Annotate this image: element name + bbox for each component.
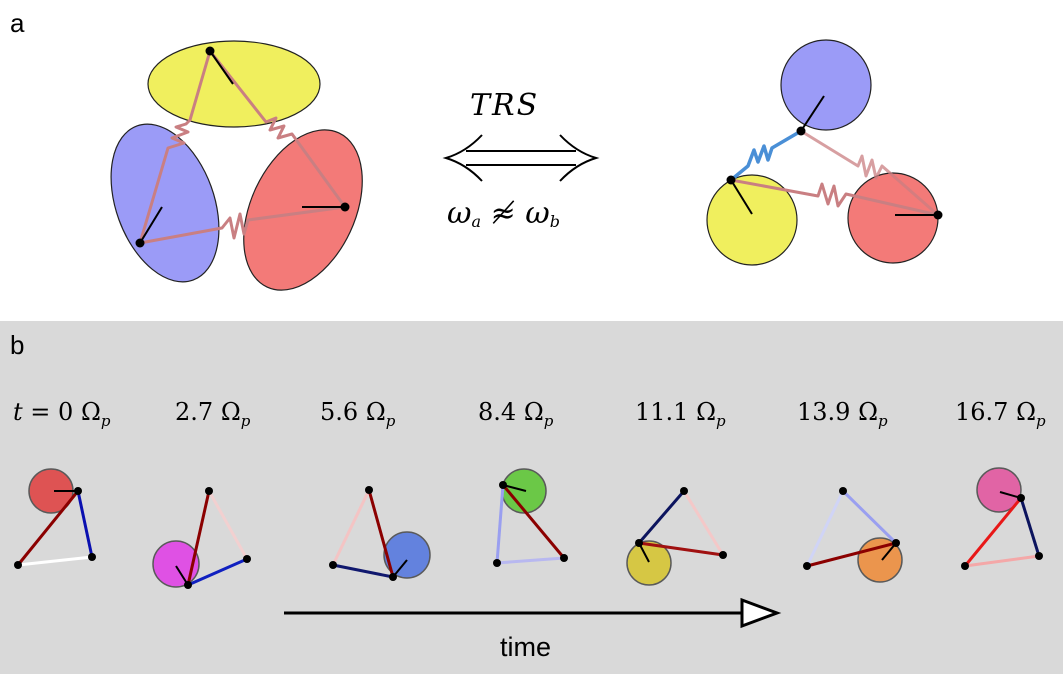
freq-a-subscript: a — [471, 212, 482, 231]
left-nodes — [135, 46, 350, 248]
snapshot-highlight-circle — [626, 540, 672, 586]
spring-yellow-red — [208, 50, 347, 208]
right-nodes — [726, 126, 943, 220]
trs-label: TRS — [470, 88, 540, 123]
red-circle — [847, 172, 939, 264]
time-label-3: 5.6 Ωp — [320, 398, 396, 430]
time-axis-label: time — [500, 632, 552, 662]
right-director-lines — [730, 95, 938, 216]
snapshot-3 — [329, 486, 431, 581]
left-molecule — [110, 40, 363, 291]
left-director-lines — [139, 50, 345, 244]
left-springs — [138, 50, 347, 245]
yellow-ellipse — [147, 40, 321, 128]
spring-yellow-blue — [138, 50, 212, 244]
freq-b-subscript: b — [549, 212, 560, 231]
snapshot-2 — [152, 487, 251, 589]
time-label-6: 13.9 Ωp — [797, 398, 888, 430]
spring-mauve-1 — [800, 129, 939, 217]
time-label-1: t = 0 Ωp — [13, 398, 111, 430]
right-molecule — [706, 39, 943, 266]
time-arrow — [284, 597, 782, 629]
blue-ellipse — [110, 123, 220, 283]
snapshot-5 — [626, 487, 727, 586]
spring-mauve-2 — [730, 178, 939, 217]
trs-double-arrow — [442, 134, 600, 182]
snapshot-6 — [803, 487, 903, 583]
not-approx-symbol: ≉ — [490, 196, 516, 231]
time-label-4: 8.4 Ωp — [478, 398, 554, 430]
time-label-7: 16.7 Ωp — [955, 398, 1046, 430]
time-label-2: 2.7 Ωp — [175, 398, 251, 430]
yellow-circle — [706, 174, 798, 266]
snapshot-7 — [961, 467, 1043, 570]
spring-blue-red — [139, 205, 346, 245]
snapshot-4 — [493, 468, 568, 567]
time-label-5: 11.1 Ωp — [635, 398, 726, 430]
blue-circle — [780, 39, 872, 131]
spring-blue — [729, 129, 802, 182]
freq-a-symbol: ω — [447, 196, 472, 231]
snapshot-highlight-circle — [383, 531, 431, 579]
snapshot-highlight-circle — [976, 467, 1022, 513]
snapshot-highlight-circle — [152, 540, 200, 588]
snapshot-1 — [14, 468, 96, 569]
freq-b-symbol: ω — [525, 196, 550, 231]
frequency-relation: ωa ≉ ωb — [447, 196, 560, 231]
panel-a-label: a — [10, 8, 25, 38]
red-ellipse — [243, 129, 363, 291]
panel-b-label: b — [10, 330, 25, 360]
